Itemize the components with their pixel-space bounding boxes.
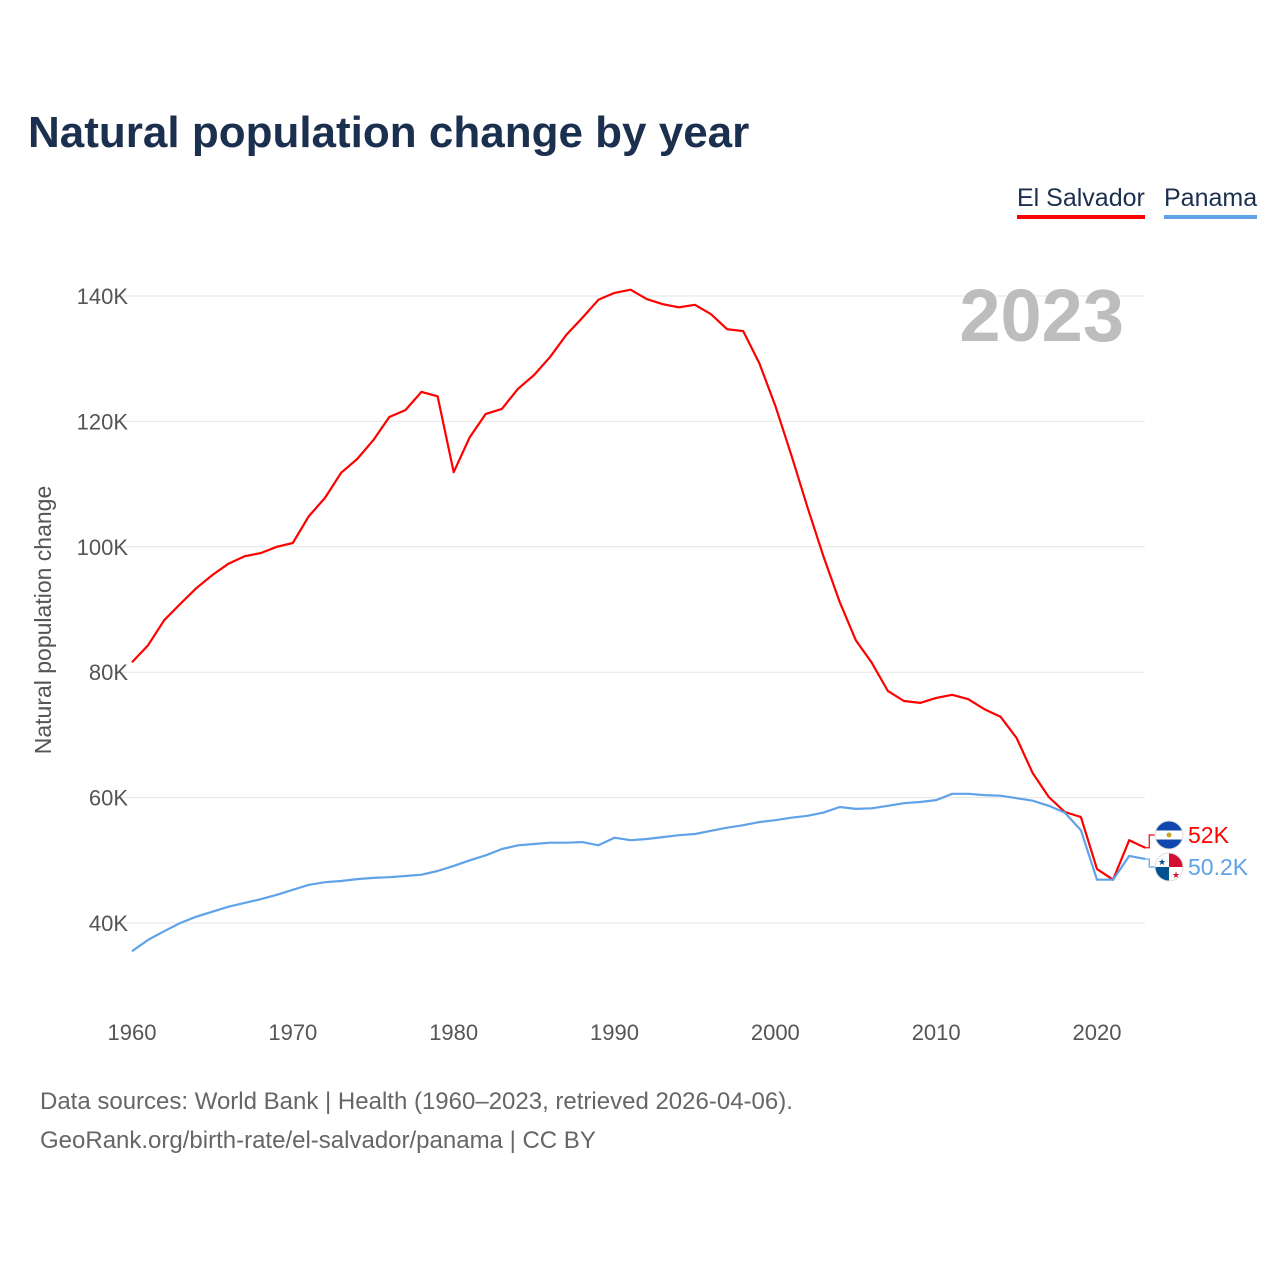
legend-item-el-salvador[interactable]: El Salvador xyxy=(1017,184,1145,219)
y-tick-label: 120K xyxy=(77,409,129,434)
year-label: 2023 xyxy=(959,274,1124,357)
series-line-el-salvador xyxy=(131,288,1146,881)
legend-item-panama[interactable]: Panama xyxy=(1164,184,1258,219)
x-tick-label: 2000 xyxy=(751,1020,800,1045)
x-tick-label: 1980 xyxy=(429,1020,478,1045)
end-connector xyxy=(1145,834,1156,849)
x-tick-label: 2020 xyxy=(1073,1020,1122,1045)
footer-attribution: GeoRank.org/birth-rate/el-salvador/panam… xyxy=(40,1127,596,1154)
panama-flag-icon: ★★ xyxy=(1154,852,1184,882)
flag-emblem xyxy=(1166,832,1172,838)
flag-body xyxy=(1155,821,1183,849)
end-connector xyxy=(1145,858,1156,868)
y-axis-label: Natural population change xyxy=(30,486,56,755)
flag-star: ★ xyxy=(1172,870,1180,880)
x-tick-label: 2010 xyxy=(912,1020,961,1045)
y-tick-label: 40K xyxy=(89,911,128,936)
y-tick-label: 100K xyxy=(77,535,129,560)
flag-border xyxy=(1154,852,1184,882)
el-salvador-flag-icon xyxy=(1154,820,1184,850)
series-line-panama xyxy=(131,792,1146,953)
flag-star: ★ xyxy=(1158,857,1166,867)
end-value-label: 50.2K xyxy=(1188,854,1249,880)
end-value-label: 52K xyxy=(1188,822,1230,848)
x-tick-label: 1990 xyxy=(590,1020,639,1045)
footer-sources: Data sources: World Bank | Health (1960–… xyxy=(40,1088,793,1115)
y-tick-label: 60K xyxy=(89,786,128,811)
flag-border xyxy=(1154,820,1184,850)
x-tick-label: 1960 xyxy=(108,1020,157,1045)
y-tick-label: 80K xyxy=(89,660,128,685)
x-tick-label: 1970 xyxy=(268,1020,317,1045)
chart-title: Natural population change by year xyxy=(28,108,750,157)
y-tick-label: 140K xyxy=(77,284,129,309)
